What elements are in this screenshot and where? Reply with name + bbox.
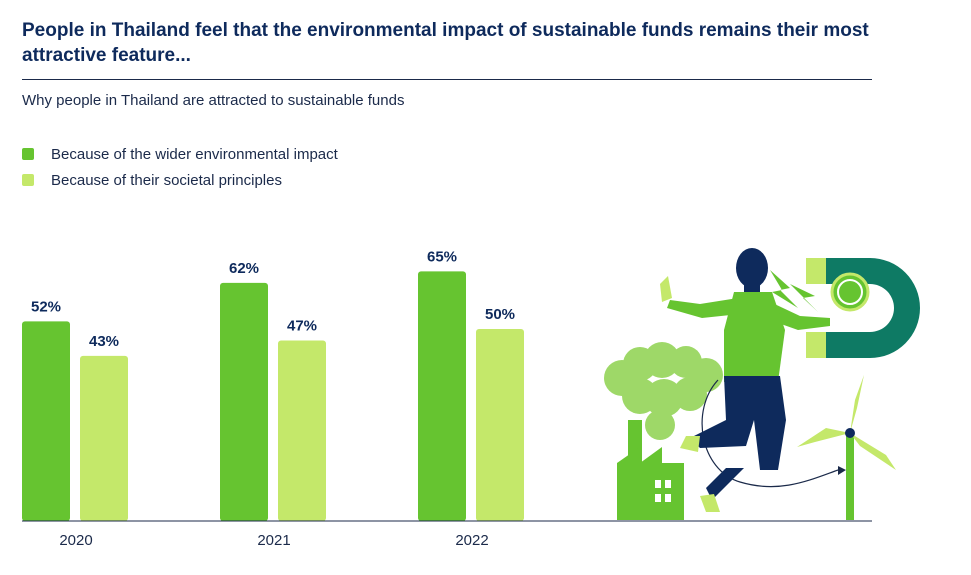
- data-label-societal-2021: 47%: [287, 318, 317, 335]
- data-label-environmental-2022: 65%: [427, 248, 457, 265]
- chart-subtitle: Why people in Thailand are attracted to …: [22, 92, 405, 109]
- x-tick-label-2020: 2020: [59, 532, 92, 549]
- data-label-societal-2022: 50%: [485, 306, 515, 323]
- lightning-icon: [790, 284, 818, 312]
- wind-turbine-icon: [797, 375, 896, 520]
- x-tick-label-2021: 2021: [257, 532, 290, 549]
- x-tick-label-2022: 2022: [455, 532, 488, 549]
- bar-environmental-2020: [22, 321, 70, 521]
- sustainability-illustration: [604, 248, 920, 520]
- data-label-environmental-2021: 62%: [229, 260, 259, 277]
- bar-societal-2020: [80, 355, 128, 521]
- title-divider: [22, 79, 872, 80]
- bar-societal-2021: [278, 340, 326, 521]
- bar-environmental-2022: [418, 271, 466, 521]
- data-label-societal-2020: 43%: [89, 333, 119, 350]
- legend-label-environmental: Because of the wider environmental impac…: [51, 145, 338, 163]
- legend-item-societal: Because of their societal principles: [22, 167, 338, 193]
- data-label-environmental-2020: 52%: [31, 298, 61, 315]
- legend-label-societal: Because of their societal principles: [51, 171, 282, 189]
- legend-swatch-societal: [22, 174, 34, 186]
- bar-societal-2022: [476, 329, 524, 521]
- chart-title: People in Thailand feel that the environ…: [22, 20, 869, 66]
- person-icon: [660, 248, 830, 512]
- lightning-icon: [770, 270, 798, 308]
- legend-item-environmental: Because of the wider environmental impac…: [22, 141, 338, 167]
- smoke-cloud-icon: [604, 342, 723, 440]
- factory-icon: [617, 420, 684, 520]
- magnet-icon: [806, 258, 920, 358]
- bars-group: 52% 43% 2020 62% 47% 2021 65% 50% 2022: [22, 248, 524, 549]
- motion-line: [701, 379, 839, 488]
- bar-environmental-2021: [220, 282, 268, 521]
- legend: Because of the wider environmental impac…: [22, 141, 338, 193]
- legend-swatch-environmental: [22, 148, 34, 160]
